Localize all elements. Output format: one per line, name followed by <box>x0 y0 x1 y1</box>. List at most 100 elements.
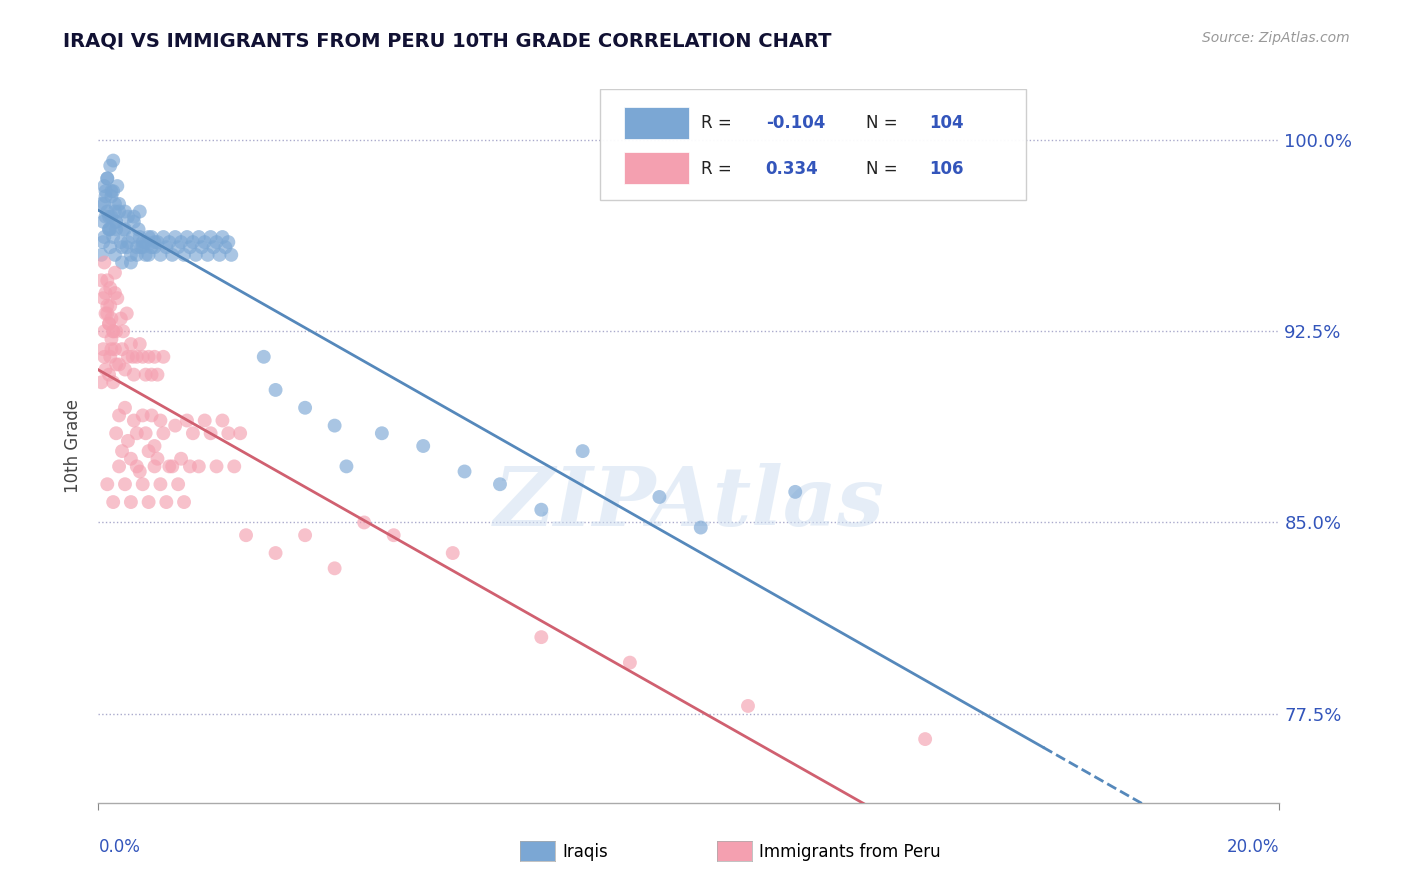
Point <box>98 210 121 224</box>
Point <box>98 368 121 382</box>
Text: Immigrants from Peru: Immigrants from Peru <box>759 843 941 861</box>
Point <box>453 465 475 479</box>
Point <box>135 368 157 382</box>
Point <box>125 459 148 474</box>
Point <box>120 495 142 509</box>
Point <box>112 222 135 236</box>
Point <box>125 350 148 364</box>
Point <box>111 255 134 269</box>
Point <box>90 248 112 262</box>
Text: 106: 106 <box>929 160 963 178</box>
Point <box>98 317 121 331</box>
Point <box>914 732 936 747</box>
Point <box>371 426 394 441</box>
Point <box>114 477 136 491</box>
Point <box>197 248 219 262</box>
Text: Iraqis: Iraqis <box>562 843 609 861</box>
Point <box>208 248 231 262</box>
Point <box>179 240 201 254</box>
Text: N =: N = <box>866 160 897 178</box>
Point <box>122 413 145 427</box>
Point <box>205 235 228 249</box>
Point <box>98 350 121 364</box>
Point <box>108 409 131 423</box>
Point <box>157 459 180 474</box>
Point <box>104 248 127 262</box>
Text: N =: N = <box>866 114 897 132</box>
Point <box>143 240 166 254</box>
Point <box>120 255 142 269</box>
Point <box>96 299 118 313</box>
Point <box>200 230 222 244</box>
Point <box>176 413 198 427</box>
Point <box>122 215 145 229</box>
Point <box>382 528 405 542</box>
Point <box>146 235 169 249</box>
Point <box>128 204 150 219</box>
Point <box>235 528 257 542</box>
Point <box>96 171 118 186</box>
Point <box>111 444 134 458</box>
Point <box>96 204 118 219</box>
Point <box>105 215 128 229</box>
Point <box>138 350 160 364</box>
Point <box>170 451 193 466</box>
Point <box>94 210 117 224</box>
Point <box>91 342 114 356</box>
Point <box>93 179 115 194</box>
Point <box>211 413 233 427</box>
Point <box>90 273 112 287</box>
Point <box>117 434 139 448</box>
Point <box>100 184 122 198</box>
Point <box>184 248 207 262</box>
Point <box>217 426 239 441</box>
Point <box>111 342 134 356</box>
Point <box>146 451 169 466</box>
Point <box>98 281 121 295</box>
Point <box>98 240 121 254</box>
Point <box>335 459 357 474</box>
Point <box>104 204 127 219</box>
Text: R =: R = <box>700 114 731 132</box>
Point <box>98 222 121 236</box>
Point <box>94 184 117 198</box>
Point <box>105 222 128 236</box>
Point <box>205 459 228 474</box>
Point <box>110 311 132 326</box>
Y-axis label: 10th Grade: 10th Grade <box>65 399 83 493</box>
Point <box>143 350 166 364</box>
Point <box>191 240 214 254</box>
Point <box>141 409 163 423</box>
Point <box>323 561 346 575</box>
Point <box>93 230 115 244</box>
Point <box>264 546 287 560</box>
Point <box>121 230 143 244</box>
Point <box>98 159 121 173</box>
Point <box>146 368 169 382</box>
Point <box>162 248 183 262</box>
Point <box>128 230 150 244</box>
Point <box>530 630 553 644</box>
Point <box>129 240 152 254</box>
Point <box>187 230 209 244</box>
Point <box>93 255 115 269</box>
Point <box>103 230 125 244</box>
Point <box>138 495 160 509</box>
Point <box>135 248 157 262</box>
Point <box>114 401 136 415</box>
Point <box>785 484 807 499</box>
Point <box>737 698 759 713</box>
Point <box>132 477 155 491</box>
Point <box>105 215 128 229</box>
Point <box>530 502 553 516</box>
Point <box>135 235 157 249</box>
Point <box>104 286 127 301</box>
Point <box>90 197 112 211</box>
Point <box>91 235 114 249</box>
Point <box>115 240 138 254</box>
Point <box>229 426 252 441</box>
Text: 0.334: 0.334 <box>766 160 818 178</box>
Point <box>117 235 139 249</box>
Point <box>152 426 174 441</box>
Point <box>353 516 375 530</box>
